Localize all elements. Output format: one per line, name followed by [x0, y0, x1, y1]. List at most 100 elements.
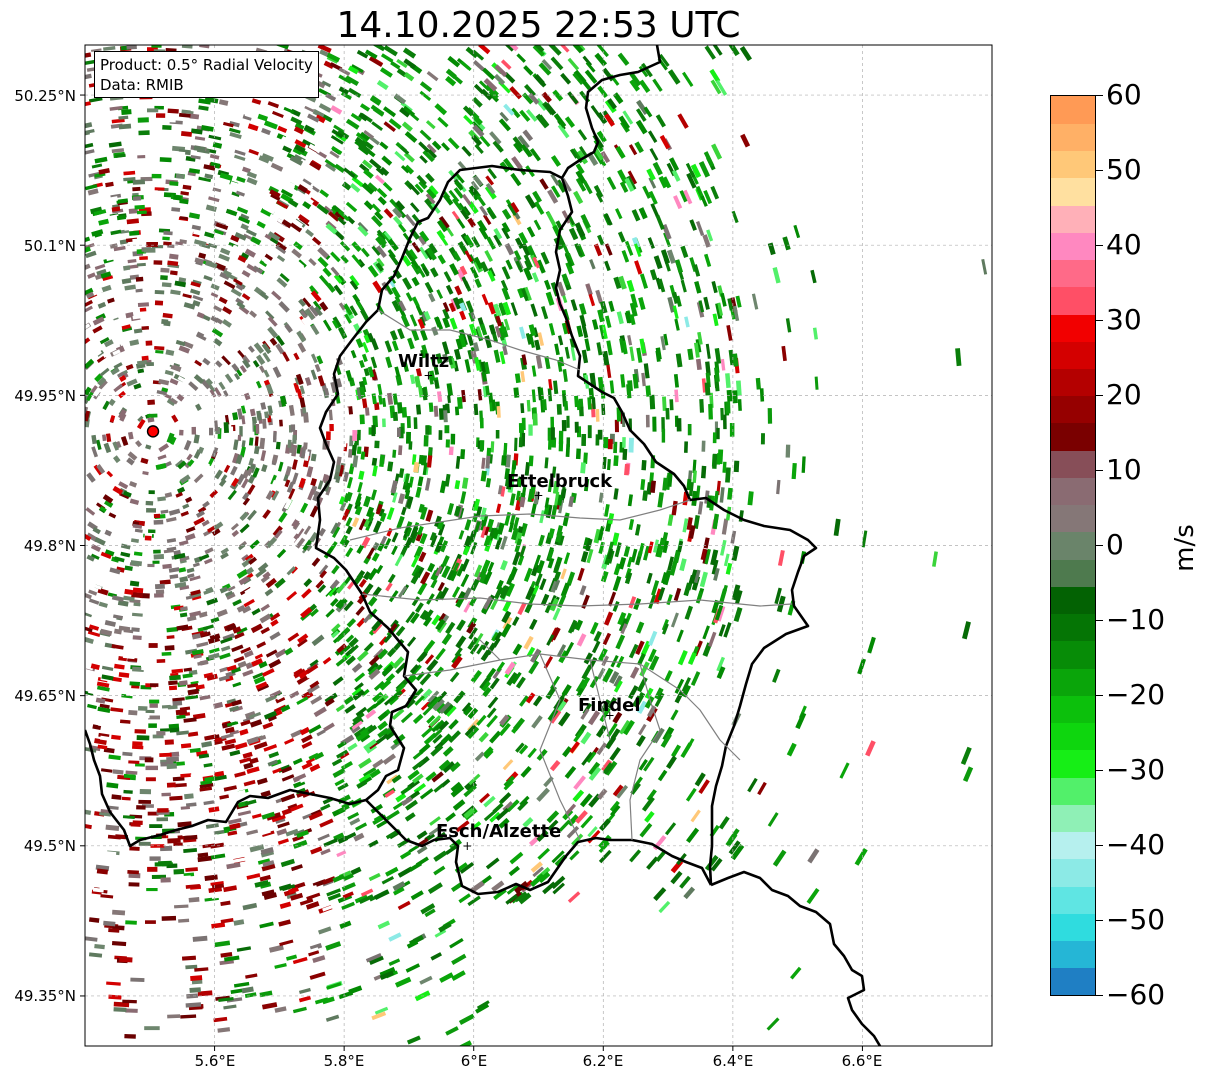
radar-echo-bin [470, 670, 482, 683]
radar-echo-bin [508, 566, 517, 580]
radar-echo-bin [279, 138, 293, 148]
radar-echo-bin [279, 901, 292, 909]
radar-echo-bin [230, 465, 238, 476]
radar-echo-bin [476, 194, 486, 207]
radar-echo-bin [166, 763, 177, 770]
radar-echo-bin [406, 1035, 421, 1045]
radar-echo-bin [121, 324, 131, 330]
radar-echo-bin [455, 216, 466, 229]
radar-echo-bin [662, 623, 669, 635]
radar-echo-bin [113, 455, 121, 464]
radar-echo-bin [381, 155, 393, 166]
radar-echo-bin [671, 500, 678, 516]
radar-echo-bin [240, 223, 249, 231]
radar-echo-bin [272, 767, 282, 774]
radar-echo-bin [118, 123, 132, 130]
radar-echo-bin [237, 434, 242, 442]
radar-echo-bin [434, 515, 442, 528]
radar-echo-bin [337, 326, 347, 340]
radar-echo-bin [467, 895, 481, 907]
radar-echo-bin [343, 303, 353, 316]
radar-echo-bin [457, 160, 467, 171]
radar-echo-bin [383, 106, 397, 118]
radar-echo-bin [607, 541, 614, 553]
radar-echo-bin [807, 848, 820, 864]
radar-echo-bin [493, 349, 501, 363]
radar-echo-bin [101, 674, 114, 681]
radar-echo-bin [91, 716, 102, 723]
radar-echo-bin [363, 571, 372, 581]
radar-echo-bin [285, 180, 296, 189]
radar-echo-bin [109, 415, 116, 423]
radar-echo-bin [499, 351, 506, 365]
radar-echo-bin [239, 757, 252, 764]
radar-echo-bin [439, 480, 447, 494]
radar-echo-bin [286, 591, 298, 601]
radar-echo-bin [128, 872, 141, 879]
radar-echo-bin [372, 465, 378, 477]
radar-echo-bin [519, 695, 529, 707]
radar-echo-bin [525, 586, 535, 601]
radar-echo-bin [88, 794, 101, 799]
radar-echo-bin [94, 156, 108, 164]
radar-echo-bin [245, 409, 251, 420]
radar-echo-bin [651, 580, 660, 596]
radar-echo-bin [289, 690, 300, 699]
radar-echo-bin [545, 291, 555, 306]
radar-echo-bin [345, 634, 355, 643]
radar-echo-bin [593, 630, 602, 643]
radar-echo-bin [641, 62, 653, 78]
radar-echo-bin [261, 464, 268, 473]
radar-echo-bin [699, 398, 705, 413]
radar-echo-bin [309, 531, 319, 543]
radar-echo-bin [662, 540, 669, 554]
radar-echo-bin [265, 577, 277, 589]
radar-echo-bin [248, 457, 254, 466]
radar-echo-bin [181, 45, 193, 49]
radar-echo-bin [386, 507, 395, 521]
radar-echo-bin [282, 414, 288, 423]
radar-echo-bin [251, 608, 261, 616]
radar-echo-bin [731, 584, 741, 601]
radar-echo-bin [528, 333, 536, 348]
radar-echo-bin [241, 554, 250, 562]
radar-echo-bin [139, 256, 148, 261]
radar-echo-bin [458, 1013, 475, 1025]
radar-echo-bin [335, 704, 346, 713]
radar-echo-bin [193, 239, 207, 247]
radar-echo-bin [447, 137, 460, 150]
radar-echo-bin [309, 680, 320, 689]
radar-echo-bin [182, 184, 192, 190]
radar-echo-bin [634, 524, 641, 536]
radar-echo-bin [434, 929, 447, 938]
radar-echo-bin [419, 609, 429, 620]
radar-echo-bin [268, 751, 280, 759]
radar-echo-bin [231, 191, 240, 197]
radar-echo-bin [336, 850, 347, 858]
radar-echo-bin [305, 757, 316, 765]
radar-echo-bin [618, 617, 629, 633]
radar-echo-bin [617, 52, 630, 66]
radar-echo-bin [266, 536, 278, 549]
radar-echo-bin [529, 618, 538, 630]
radar-echo-bin [291, 518, 300, 528]
radar-echo-bin [204, 173, 214, 180]
radar-echo-bin [85, 936, 98, 942]
radar-echo-bin [326, 282, 336, 293]
radar-echo-bin [170, 363, 182, 373]
radar-echo-bin [271, 454, 279, 464]
radar-echo-bin [331, 564, 340, 575]
radar-echo-bin [540, 593, 550, 607]
radar-echo-bin [579, 314, 587, 327]
radar-echo-bin [106, 782, 119, 789]
radar-echo-bin [419, 81, 433, 93]
radar-echo-bin [214, 420, 219, 432]
radar-echo-bin [343, 600, 354, 612]
radar-echo-bin [367, 596, 378, 607]
radar-echo-bin [757, 781, 767, 796]
radar-echo-bin [275, 241, 287, 252]
radar-echo-bin [464, 519, 472, 531]
radar-echo-bin [655, 214, 665, 230]
radar-echo-bin [417, 235, 427, 246]
radar-echo-bin [573, 190, 584, 205]
